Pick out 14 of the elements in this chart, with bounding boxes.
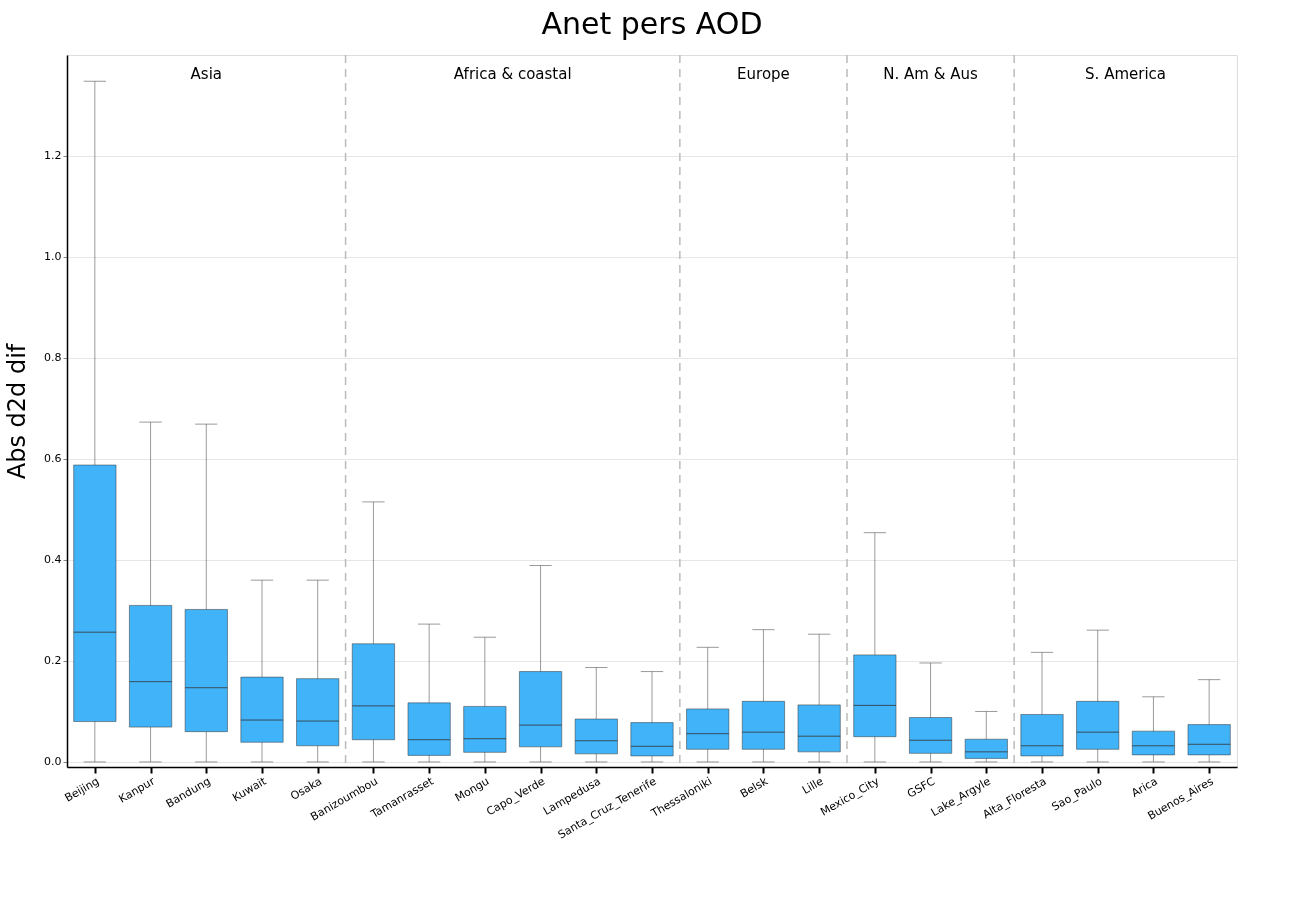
y-tick-label: 1.2	[44, 149, 62, 163]
annotation: N. Am & Aus	[883, 65, 978, 83]
y-tick-label: 0.2	[44, 654, 62, 668]
y-axis-title: Abs d2d dif	[3, 343, 32, 480]
y-tick-label: 0.4	[44, 553, 62, 567]
y-tick-label: 1.0	[44, 250, 62, 264]
annotation: Asia	[190, 65, 222, 83]
annotation: S. America	[1085, 65, 1167, 83]
y-tick-label: 0.6	[44, 452, 62, 466]
annotation: Africa & coastal	[453, 65, 572, 83]
annotation: Europe	[737, 65, 790, 83]
y-tick-label: 0.8	[44, 351, 62, 365]
chart-title: Anet pers AOD	[541, 6, 763, 42]
y-tick-label: 0.0	[44, 755, 62, 769]
